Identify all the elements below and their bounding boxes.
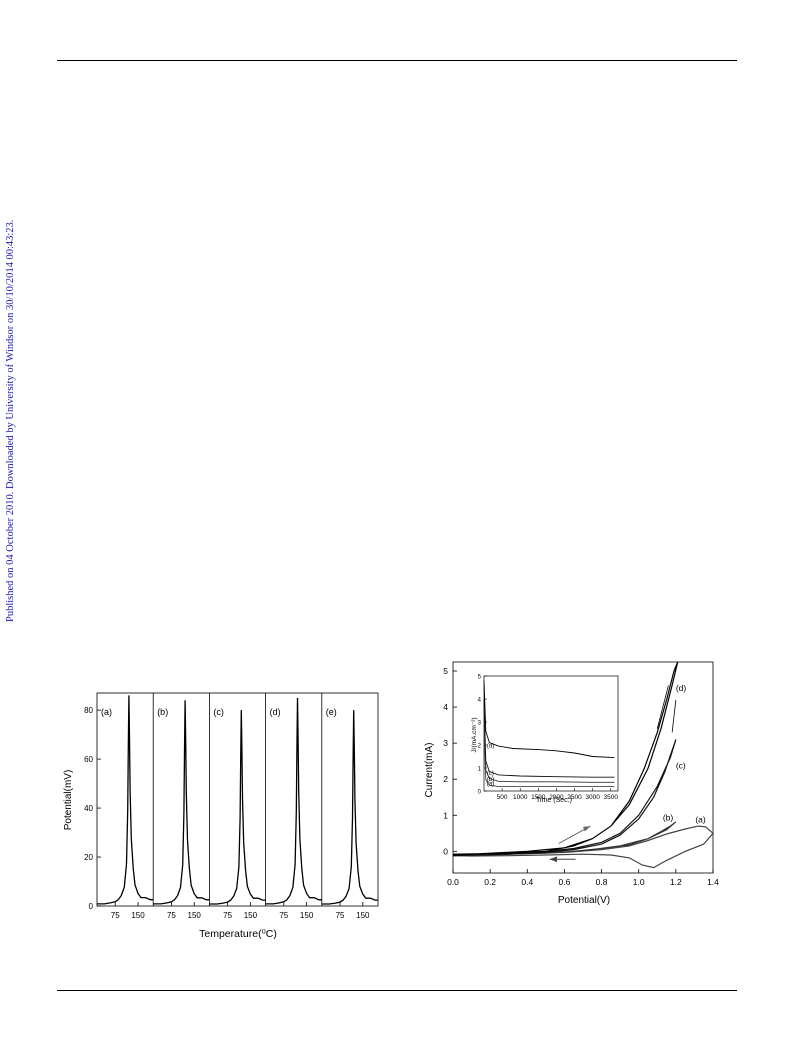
left-x-tick-label: 75	[111, 911, 120, 920]
left-x-axis-label: Temperature(⁰C)	[199, 928, 277, 940]
left-x-tick-label: 150	[188, 911, 202, 920]
left-y-tick-label: 80	[84, 706, 93, 715]
thermogram-curve-e	[321, 710, 378, 905]
left-x-tick-label: 75	[336, 911, 345, 920]
left-x-tick-label: 75	[167, 911, 176, 920]
left-y-tick-label: 0	[89, 902, 94, 911]
header-rule	[57, 60, 737, 61]
panel-label: (a)	[101, 707, 112, 717]
thermogram-curve-a	[97, 695, 154, 905]
left-x-tick-label: 150	[131, 911, 145, 920]
left-x-tick-label: 150	[356, 911, 370, 920]
thermogram-curve-b	[153, 700, 210, 905]
panel-label: (e)	[326, 707, 337, 717]
left-x-tick-label: 75	[223, 911, 232, 920]
left-y-tick-label: 20	[84, 853, 93, 862]
left-x-tick-label: 75	[279, 911, 288, 920]
left-y-axis-label: Potential(mV)	[63, 770, 74, 831]
left-x-tick-label: 150	[244, 911, 258, 920]
footer-rule	[57, 990, 737, 991]
panel-label: (c)	[213, 707, 224, 717]
left-x-tick-label: 150	[300, 911, 314, 920]
left-plot-frame	[96, 692, 379, 907]
left-y-tick-label: 40	[84, 804, 93, 813]
left-y-tick-label: 60	[84, 755, 93, 764]
thermogram-curve-d	[265, 697, 322, 905]
thermogram-curve-c	[209, 710, 266, 905]
panel-label: (d)	[270, 707, 281, 717]
panel-label: (b)	[157, 707, 168, 717]
